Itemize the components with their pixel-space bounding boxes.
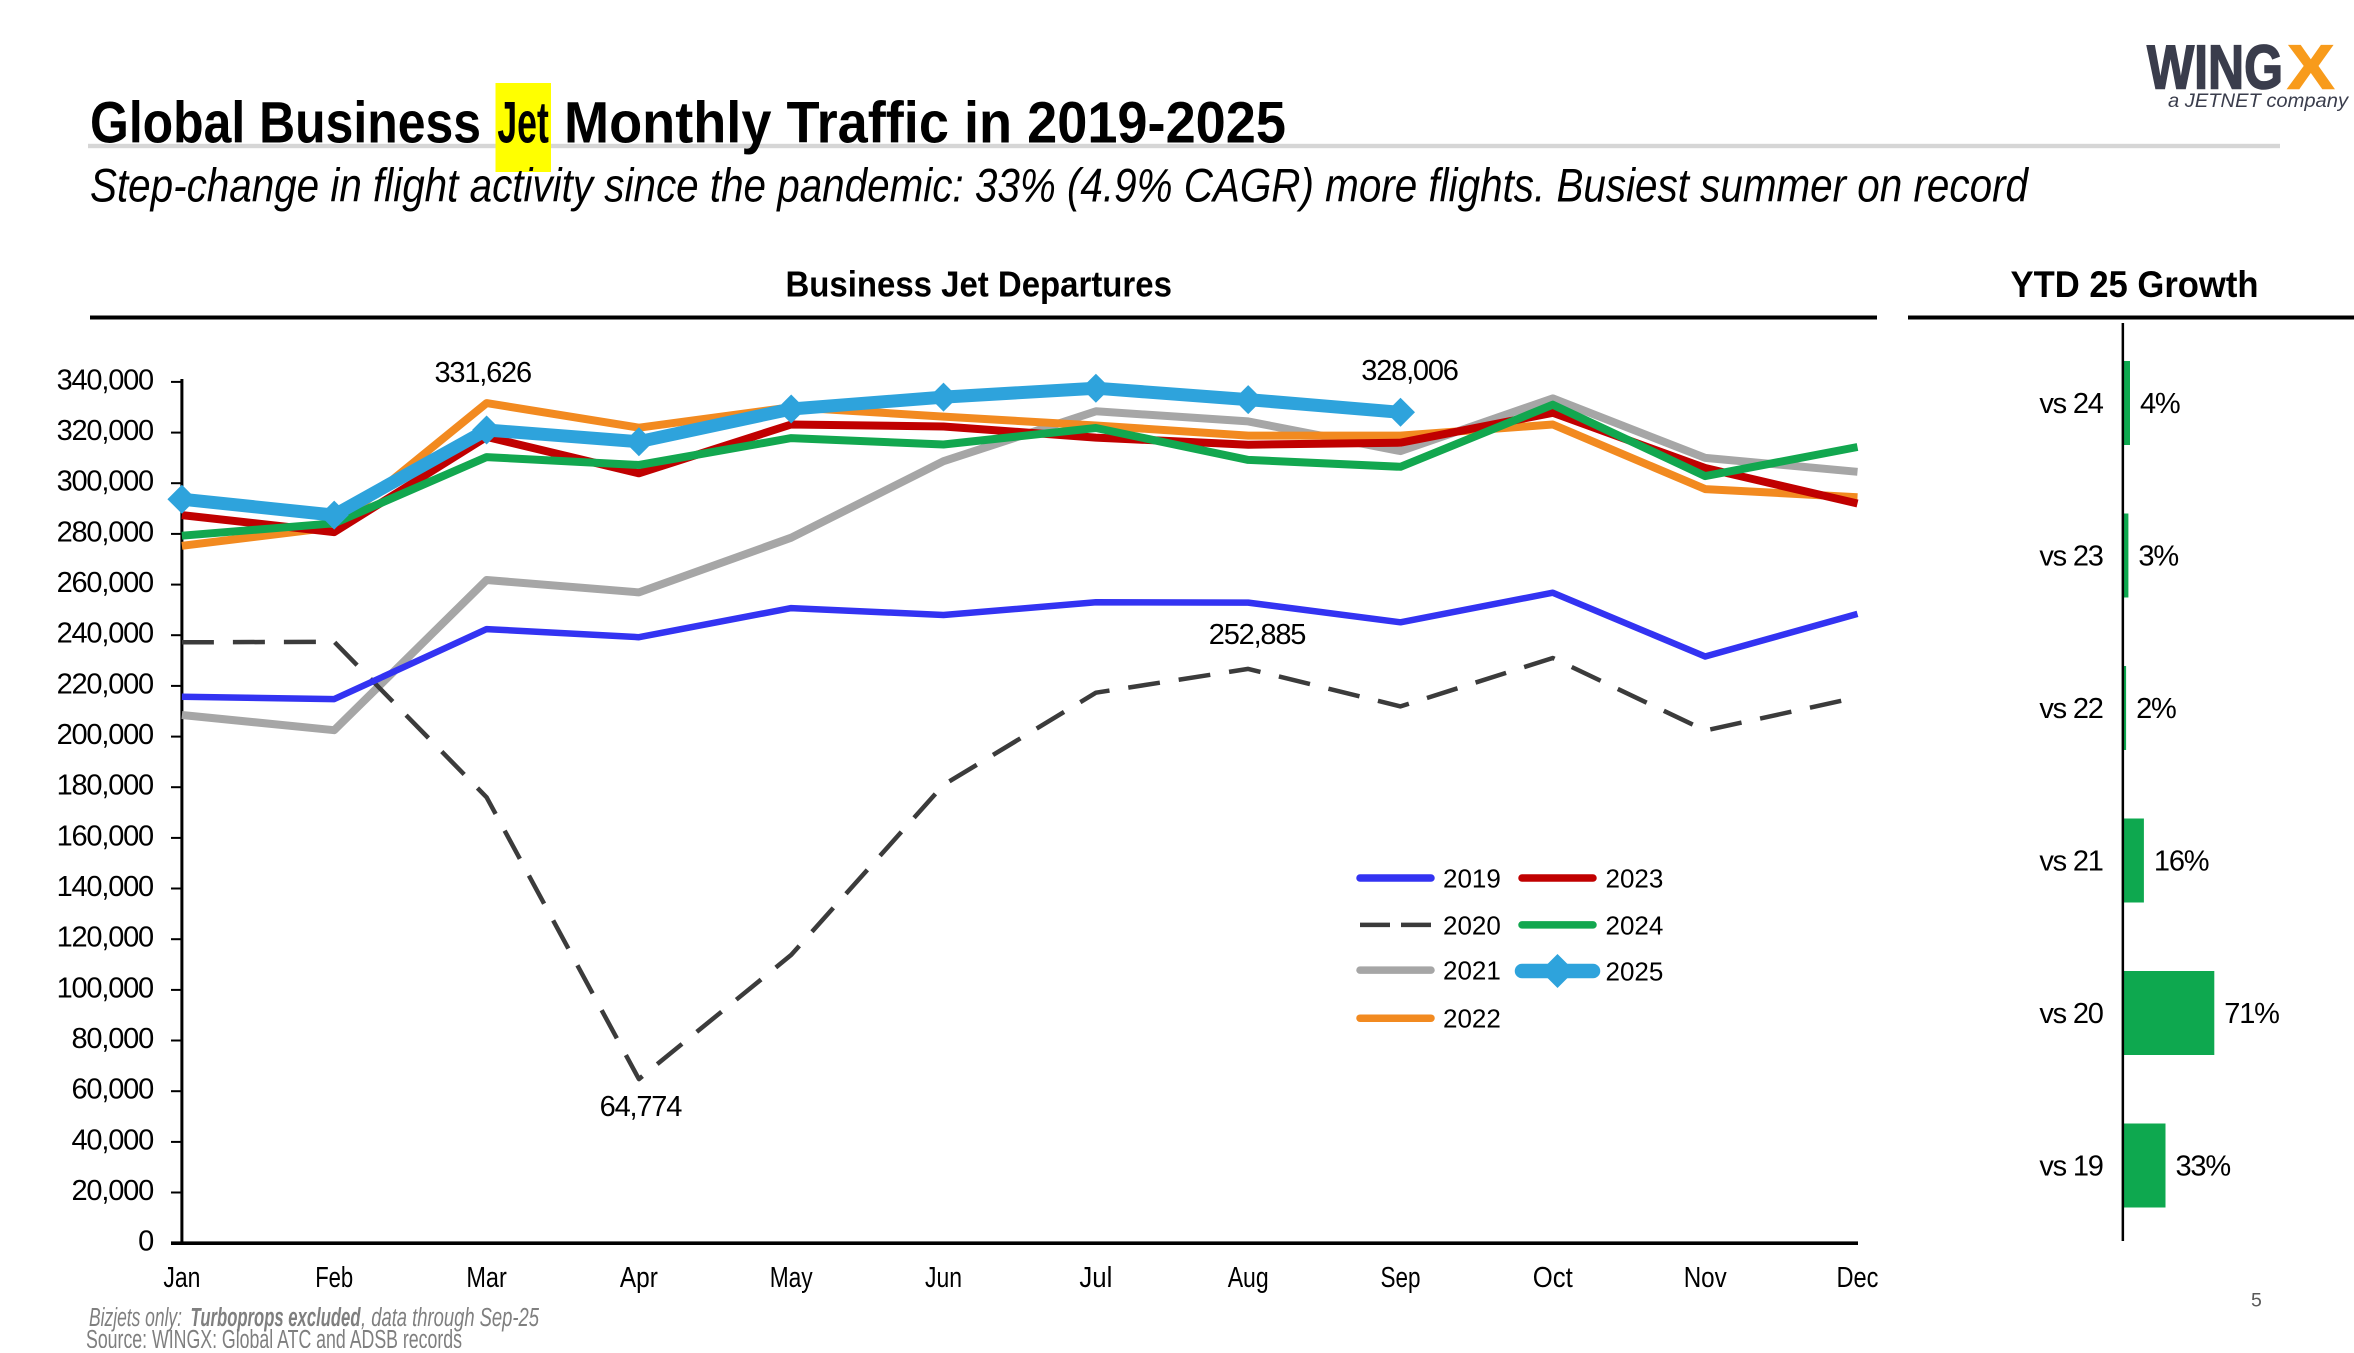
svg-text:328,006: 328,006	[1361, 355, 1457, 387]
svg-text:33%: 33%	[2176, 1151, 2231, 1183]
svg-text:Source: WINGX; Global ATC and: Source: WINGX; Global ATC and ADSB recor…	[86, 1326, 462, 1348]
svg-text:Feb: Feb	[315, 1262, 353, 1294]
svg-text:140,000: 140,000	[57, 871, 153, 903]
svg-text:340,000: 340,000	[57, 364, 153, 396]
svg-text:2023: 2023	[1606, 864, 1664, 894]
svg-text:2%: 2%	[2136, 693, 2176, 725]
svg-text:120,000: 120,000	[57, 922, 153, 954]
svg-text:vs 24: vs 24	[2039, 388, 2103, 420]
svg-text:5: 5	[2251, 1290, 2262, 1312]
svg-text:260,000: 260,000	[57, 567, 153, 599]
svg-text:2019: 2019	[1443, 864, 1501, 894]
svg-text:16%: 16%	[2154, 846, 2209, 878]
svg-text:64,774: 64,774	[600, 1091, 683, 1123]
svg-text:40,000: 40,000	[72, 1124, 154, 1156]
svg-text:331,626: 331,626	[434, 357, 530, 389]
svg-text:vs 21: vs 21	[2039, 846, 2102, 878]
svg-text:Jun: Jun	[925, 1262, 962, 1294]
svg-text:Apr: Apr	[620, 1262, 658, 1294]
svg-text:Global Business: Global Business	[90, 91, 481, 156]
svg-text:YTD 25 Growth: YTD 25 Growth	[2011, 264, 2259, 305]
svg-text:220,000: 220,000	[57, 668, 153, 700]
svg-text:240,000: 240,000	[57, 618, 153, 650]
svg-text:300,000: 300,000	[57, 466, 153, 498]
svg-text:320,000: 320,000	[57, 415, 153, 447]
svg-text:Turboprops excluded: Turboprops excluded	[191, 1304, 362, 1332]
svg-text:, data through Sep-25: , data through Sep-25	[361, 1304, 540, 1332]
svg-text:a JETNET company: a JETNET company	[2168, 91, 2350, 112]
svg-text:160,000: 160,000	[57, 820, 153, 852]
svg-text:71%: 71%	[2224, 998, 2279, 1030]
svg-text:vs 20: vs 20	[2039, 998, 2102, 1030]
svg-text:252,885: 252,885	[1209, 619, 1305, 651]
svg-text:180,000: 180,000	[57, 770, 153, 802]
svg-text:Bizjets only:: Bizjets only:	[89, 1304, 182, 1332]
svg-text:Dec: Dec	[1837, 1262, 1879, 1294]
svg-text:2020: 2020	[1443, 910, 1501, 940]
svg-text:2024: 2024	[1606, 910, 1664, 940]
svg-text:May: May	[770, 1262, 813, 1294]
svg-text:100,000: 100,000	[57, 972, 153, 1004]
svg-text:Jul: Jul	[1079, 1262, 1112, 1294]
svg-text:vs 19: vs 19	[2039, 1151, 2102, 1183]
svg-text:Business Jet Departures: Business Jet Departures	[786, 264, 1172, 305]
svg-text:Jan: Jan	[163, 1262, 200, 1294]
svg-text:WING: WING	[2147, 34, 2283, 103]
svg-text:Mar: Mar	[466, 1262, 507, 1294]
svg-text:20,000: 20,000	[72, 1175, 154, 1207]
svg-text:280,000: 280,000	[57, 516, 153, 548]
svg-text:Aug: Aug	[1228, 1262, 1269, 1294]
svg-text:200,000: 200,000	[57, 719, 153, 751]
svg-text:60,000: 60,000	[72, 1074, 154, 1106]
svg-text:2025: 2025	[1606, 957, 1664, 987]
svg-text:vs 22: vs 22	[2039, 693, 2102, 725]
svg-text:vs 23: vs 23	[2039, 541, 2102, 573]
svg-text:Oct: Oct	[1533, 1262, 1573, 1294]
svg-text:80,000: 80,000	[72, 1023, 154, 1055]
svg-text:0: 0	[138, 1226, 153, 1258]
svg-text:Jet: Jet	[497, 91, 548, 156]
svg-text:2022: 2022	[1443, 1004, 1501, 1034]
svg-text:4%: 4%	[2140, 388, 2180, 420]
svg-text:Sep: Sep	[1381, 1262, 1421, 1294]
svg-text:X: X	[2288, 34, 2334, 103]
svg-text:Nov: Nov	[1684, 1262, 1727, 1294]
svg-text:3%: 3%	[2138, 541, 2178, 573]
svg-text:Step-change in flight activity: Step-change in flight activity since the…	[90, 160, 2029, 213]
svg-text:Monthly Traffic in 2019-2025: Monthly Traffic in 2019-2025	[564, 91, 1286, 156]
svg-text:2021: 2021	[1443, 956, 1501, 986]
